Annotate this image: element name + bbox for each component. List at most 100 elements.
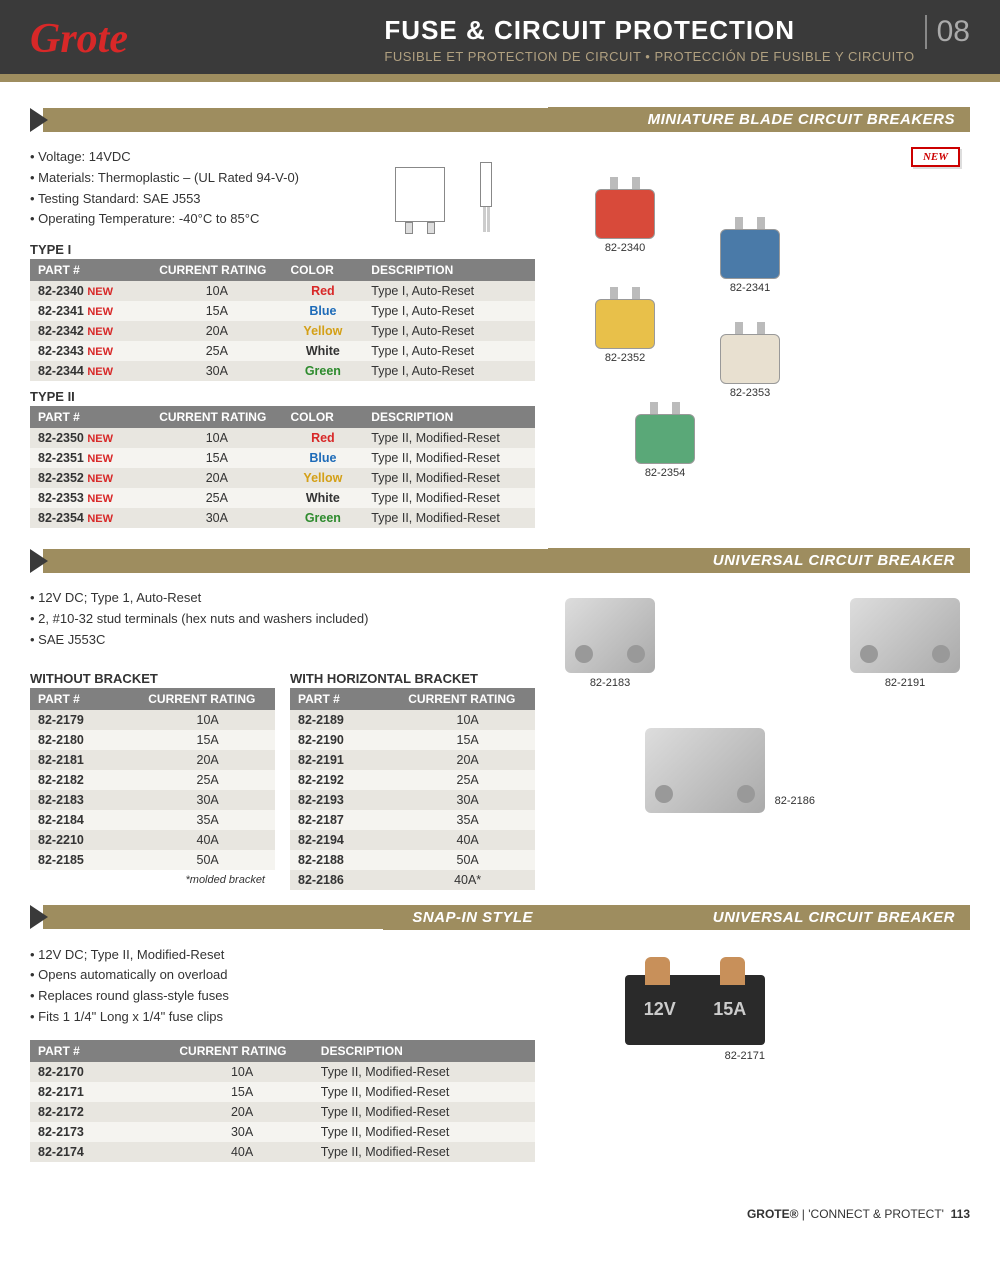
table-row: 82-218435A: [30, 810, 275, 830]
column-header: DESCRIPTION: [363, 406, 535, 428]
product-label: 82-2183: [590, 677, 630, 689]
spec-item: Opens automatically on overload: [30, 965, 535, 986]
header-right: FUSE & CIRCUIT PROTECTION FUSIBLE ET PRO…: [384, 15, 970, 64]
with-bracket-table: PART #CURRENT RATING 82-218910A82-219015…: [290, 688, 535, 890]
section-number: 08: [925, 15, 970, 49]
section2-products: 82-2183 82-2191 82-2186: [555, 588, 970, 848]
section1-banner: MINIATURE BLADE CIRCUIT BREAKERS: [548, 107, 970, 132]
table-row: 82-218225A: [30, 770, 275, 790]
type1-title: TYPE I: [30, 242, 535, 257]
page-footer: GROTE® | 'CONNECT & PROTECT' 113: [0, 1187, 1000, 1231]
table-row: 82-217220AType II, Modified-Reset: [30, 1102, 535, 1122]
spec-item: 2, #10-32 stud terminals (hex nuts and w…: [30, 609, 535, 630]
product-label: 82-2340: [605, 242, 645, 254]
table-row: 82-2344 NEW30AGreenType I, Auto-Reset: [30, 361, 535, 381]
without-bracket-title: WITHOUT BRACKET: [30, 671, 275, 686]
column-header: PART #: [30, 406, 151, 428]
column-header: COLOR: [282, 406, 363, 428]
header-title: FUSE & CIRCUIT PROTECTION: [384, 15, 914, 46]
product-label: 82-2352: [605, 352, 645, 364]
new-badge: NEW: [911, 147, 960, 167]
table-row: 82-2343 NEW25AWhiteType I, Auto-Reset: [30, 341, 535, 361]
table-row: 82-218330A: [30, 790, 275, 810]
table-row: 82-217010AType II, Modified-Reset: [30, 1062, 535, 1082]
column-header: CURRENT RATING: [171, 1040, 312, 1062]
table-row: 82-218910A: [290, 710, 535, 730]
type2-table: PART #CURRENT RATINGCOLORDESCRIPTION 82-…: [30, 406, 535, 528]
snap-in-table: PART #CURRENT RATINGDESCRIPTION 82-21701…: [30, 1040, 535, 1162]
table-row: 82-221040A: [30, 830, 275, 850]
snap-in-banner: SNAP-IN STYLE: [383, 905, 548, 930]
product-label: 82-2186: [775, 795, 815, 807]
section3-banner: UNIVERSAL CIRCUIT BREAKER: [548, 905, 970, 930]
column-header: PART #: [30, 688, 140, 710]
table-row: 82-2354 NEW30AGreenType II, Modified-Res…: [30, 508, 535, 528]
table-row: 82-2340 NEW10ARedType I, Auto-Reset: [30, 281, 535, 301]
table-row: 82-217440AType II, Modified-Reset: [30, 1142, 535, 1162]
table-row: 82-218015A: [30, 730, 275, 750]
table-row: 82-217330AType II, Modified-Reset: [30, 1122, 535, 1142]
spec-item: SAE J553C: [30, 630, 535, 651]
column-header: CURRENT RATING: [151, 406, 282, 428]
type2-title: TYPE II: [30, 389, 535, 404]
spec-item: 12V DC; Type II, Modified-Reset: [30, 945, 535, 966]
spec-item: Replaces round glass-style fuses: [30, 986, 535, 1007]
column-header: COLOR: [282, 259, 363, 281]
table-row: 82-218850A: [290, 850, 535, 870]
table-row: 82-2341 NEW15ABlueType I, Auto-Reset: [30, 301, 535, 321]
column-header: DESCRIPTION: [363, 259, 535, 281]
table-row: 82-2352 NEW20AYellowType II, Modified-Re…: [30, 468, 535, 488]
table-row: 82-218735A: [290, 810, 535, 830]
product-image: 82-2353: [720, 322, 780, 399]
table-row: 82-218550A: [30, 850, 275, 870]
page-header: Grote FUSE & CIRCUIT PROTECTION FUSIBLE …: [0, 0, 1000, 74]
header-subtitle: FUSIBLE ET PROTECTION DE CIRCUIT • PROTE…: [384, 49, 914, 64]
molded-bracket-note: *molded bracket: [30, 870, 275, 890]
type1-table: PART #CURRENT RATINGCOLORDESCRIPTION 82-…: [30, 259, 535, 381]
section1-products: NEW 82-234082-234182-235282-235382-2354: [555, 147, 970, 467]
product-label: 82-2191: [885, 677, 925, 689]
table-row: 82-219120A: [290, 750, 535, 770]
arrow-icon: [30, 108, 48, 132]
table-row: 82-2353 NEW25AWhiteType II, Modified-Res…: [30, 488, 535, 508]
table-row: 82-219330A: [290, 790, 535, 810]
column-header: DESCRIPTION: [313, 1040, 535, 1062]
table-row: 82-218640A*: [290, 870, 535, 890]
section3-header: SNAP-IN STYLE UNIVERSAL CIRCUIT BREAKER: [30, 905, 970, 930]
section1-header: MINIATURE BLADE CIRCUIT BREAKERS: [30, 107, 970, 132]
gold-divider: [0, 74, 1000, 82]
section2-specs: 12V DC; Type 1, Auto-Reset2, #10-32 stud…: [30, 588, 535, 650]
with-bracket-title: WITH HORIZONTAL BRACKET: [290, 671, 535, 686]
table-row: 82-219225A: [290, 770, 535, 790]
section3-products: 12V 15A 82-2171: [555, 945, 970, 1095]
without-bracket-table: PART #CURRENT RATING 82-217910A82-218015…: [30, 688, 275, 870]
column-header: PART #: [290, 688, 400, 710]
column-header: CURRENT RATING: [400, 688, 535, 710]
section2-banner: UNIVERSAL CIRCUIT BREAKER: [548, 548, 970, 573]
table-row: 82-2350 NEW10ARedType II, Modified-Reset: [30, 428, 535, 448]
spec-item: 12V DC; Type 1, Auto-Reset: [30, 588, 535, 609]
table-row: 82-219440A: [290, 830, 535, 850]
product-image: 82-2354: [635, 402, 695, 479]
table-row: 82-219015A: [290, 730, 535, 750]
product-label: 82-2353: [730, 387, 770, 399]
dimension-diagram: [375, 147, 535, 237]
product-label: 82-2171: [625, 1050, 765, 1062]
table-row: 82-2351 NEW15ABlueType II, Modified-Rese…: [30, 448, 535, 468]
column-header: PART #: [30, 259, 151, 281]
column-header: CURRENT RATING: [140, 688, 275, 710]
section2-header: UNIVERSAL CIRCUIT BREAKER: [30, 548, 970, 573]
product-label: 82-2341: [730, 282, 770, 294]
column-header: CURRENT RATING: [151, 259, 282, 281]
arrow-icon: [30, 549, 48, 573]
table-row: 82-217115AType II, Modified-Reset: [30, 1082, 535, 1102]
snap-in-product-image: 12V 15A: [625, 975, 765, 1045]
product-label: 82-2354: [645, 467, 685, 479]
product-image: 82-2341: [720, 217, 780, 294]
table-row: 82-2342 NEW20AYellowType I, Auto-Reset: [30, 321, 535, 341]
product-image: 82-2340: [595, 177, 655, 254]
table-row: 82-217910A: [30, 710, 275, 730]
spec-item: Fits 1 1/4" Long x 1/4" fuse clips: [30, 1007, 535, 1028]
logo: Grote: [30, 15, 128, 63]
section3-specs: 12V DC; Type II, Modified-ResetOpens aut…: [30, 945, 535, 1028]
